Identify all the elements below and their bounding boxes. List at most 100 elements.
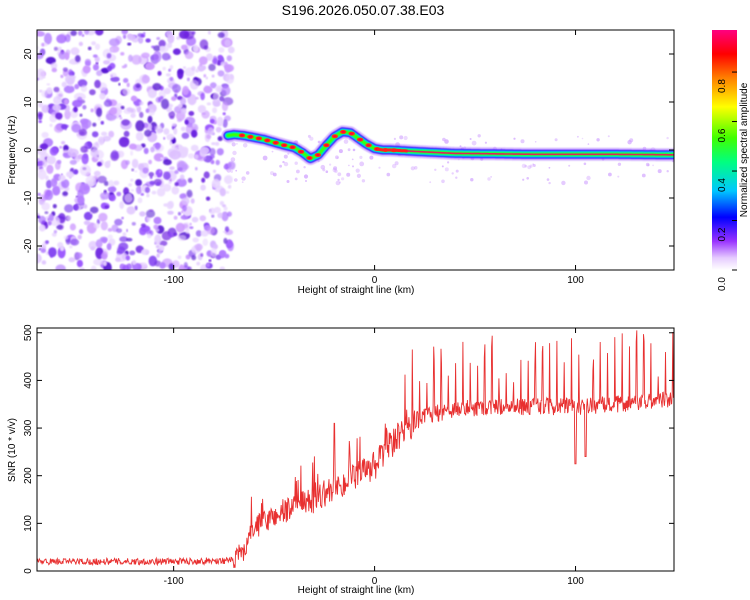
noise-blob — [153, 50, 162, 63]
noise-speck — [241, 176, 246, 181]
noise-speck — [272, 172, 277, 177]
noise-blob — [126, 206, 136, 215]
noise-speck — [296, 169, 300, 174]
spectrogram-ytick-label: -20 — [23, 238, 34, 253]
noise-blob — [199, 215, 207, 222]
noise-blob — [124, 193, 133, 203]
noise-blob — [82, 65, 91, 74]
noise-blob — [107, 228, 113, 232]
noise-blob — [38, 248, 42, 251]
noise-blob — [41, 42, 45, 47]
track-peak — [377, 147, 409, 153]
noise-blob — [186, 189, 193, 198]
noise-blob — [161, 98, 169, 110]
noise-blob — [116, 228, 123, 234]
noise-speck — [444, 167, 449, 172]
noise-blob — [213, 206, 221, 214]
noise-blob — [40, 248, 46, 253]
noise-blob — [93, 170, 101, 177]
noise-speck — [522, 178, 525, 181]
noise-blob — [199, 39, 209, 50]
track-hotspot-core — [265, 139, 270, 142]
noise-blob — [96, 161, 102, 167]
noise-blob — [151, 190, 157, 195]
noise-blob — [219, 266, 225, 270]
noise-blob — [89, 177, 97, 186]
track-hotspot-core — [257, 137, 261, 140]
noise-blob — [130, 189, 134, 192]
noise-blob — [94, 43, 101, 50]
noise-speck — [627, 140, 632, 145]
noise-blob — [189, 226, 194, 230]
noise-blob — [141, 52, 150, 59]
noise-blob — [60, 74, 64, 79]
noise-blob — [91, 265, 97, 270]
noise-blob — [128, 54, 133, 62]
noise-blob — [159, 240, 168, 247]
noise-blob — [123, 78, 129, 83]
noise-speck — [455, 176, 458, 179]
noise-speck — [329, 163, 332, 166]
noise-blob — [157, 248, 162, 255]
noise-blob — [187, 153, 195, 159]
noise-speck — [399, 135, 404, 140]
noise-blob — [53, 230, 58, 234]
noise-blob — [137, 33, 144, 38]
noise-blob — [221, 101, 229, 112]
noise-blob — [197, 105, 206, 113]
noise-blob — [176, 178, 187, 187]
noise-blob — [177, 255, 182, 260]
noise-blob — [147, 233, 152, 239]
noise-speck — [490, 176, 492, 178]
noise-blob — [144, 163, 149, 167]
noise-blob — [66, 215, 72, 221]
noise-blob — [224, 226, 230, 233]
noise-blob — [101, 131, 108, 136]
noise-blob — [131, 168, 135, 172]
noise-blob — [205, 53, 214, 61]
noise-blob — [83, 220, 91, 225]
colorbar-tick-label: 0.6 — [717, 128, 728, 142]
noise-blob — [159, 96, 164, 100]
noise-blob — [182, 85, 190, 96]
noise-blob — [169, 65, 174, 70]
noise-speck — [361, 179, 366, 183]
colorbar-label: Normalized spectral amplitude — [739, 82, 750, 217]
noise-blob — [109, 194, 116, 202]
noise-blob — [41, 260, 47, 265]
spectrogram-xtick-label: 100 — [567, 275, 584, 286]
noise-speck — [524, 164, 528, 168]
noise-blob — [58, 174, 66, 182]
noise-blob — [41, 104, 50, 114]
noise-blob — [69, 159, 77, 165]
noise-blob — [149, 180, 156, 185]
noise-blob — [64, 52, 70, 60]
noise-speck — [608, 172, 612, 177]
noise-speck — [325, 170, 329, 173]
noise-blob — [200, 253, 204, 257]
noise-blob — [144, 129, 152, 137]
noise-blob — [222, 204, 226, 208]
noise-blob — [141, 249, 150, 255]
noise-speck — [548, 166, 551, 169]
noise-blob — [109, 107, 118, 115]
noise-blob — [91, 41, 96, 46]
noise-blob — [103, 261, 107, 267]
noise-blob — [195, 167, 198, 171]
spectrogram-ytick-label: -10 — [23, 190, 34, 205]
colorbar-tick-label: 0.8 — [717, 79, 728, 93]
noise-speck — [581, 137, 584, 140]
noise-blob — [190, 198, 195, 204]
snr-xlabel: Height of straight line (km) — [298, 585, 415, 596]
noise-speck — [666, 170, 669, 173]
noise-speck — [583, 162, 587, 166]
noise-blob — [215, 159, 220, 166]
noise-blob — [73, 169, 79, 175]
noise-speck — [403, 135, 408, 141]
noise-blob — [51, 67, 57, 73]
noise-blob — [49, 114, 58, 123]
noise-blob — [108, 38, 120, 47]
noise-speck — [369, 155, 374, 160]
noise-blob — [110, 76, 120, 82]
noise-blob — [99, 92, 106, 100]
